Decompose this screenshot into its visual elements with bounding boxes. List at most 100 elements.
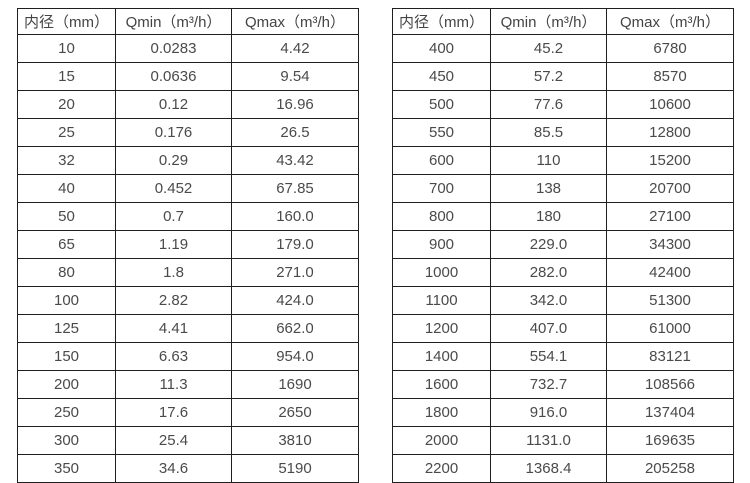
table-row: 600 110 15200 [392, 146, 734, 175]
table-row: 1400 554.1 83121 [392, 342, 734, 371]
table-cell: 0.7 [115, 202, 232, 231]
table-cell: 1690 [231, 370, 359, 399]
table-cell: 2200 [392, 454, 491, 483]
table-cell: 85.5 [490, 118, 607, 147]
table-cell: 1131.0 [490, 426, 607, 455]
table-cell: 43.42 [231, 146, 359, 175]
table-cell: 26.5 [231, 118, 359, 147]
table-cell: 12800 [606, 118, 734, 147]
table-cell: 3810 [231, 426, 359, 455]
table-cell: 9.54 [231, 62, 359, 91]
table-cell: 2000 [392, 426, 491, 455]
table-cell: 450 [392, 62, 491, 91]
table-cell: 15200 [606, 146, 734, 175]
table-cell: 0.29 [115, 146, 232, 175]
table-cell: 800 [392, 202, 491, 231]
table-row: 65 1.19 179.0 [17, 230, 359, 259]
table-cell: 80 [17, 258, 116, 287]
table-cell: 1600 [392, 370, 491, 399]
table-cell: 2.82 [115, 286, 232, 315]
table-cell: 554.1 [490, 342, 607, 371]
table-cell: 1100 [392, 286, 491, 315]
table-cell: 42400 [606, 258, 734, 287]
table-cell: 424.0 [231, 286, 359, 315]
column-header: Qmax（m³/h） [606, 8, 734, 35]
table-cell: 1000 [392, 258, 491, 287]
header-row: 内径（mm） Qmin（m³/h） Qmax（m³/h） [392, 8, 734, 35]
table-cell: 6780 [606, 34, 734, 63]
table-row: 450 57.2 8570 [392, 62, 734, 91]
table-cell: 179.0 [231, 230, 359, 259]
table-cell: 0.0283 [115, 34, 232, 63]
table-cell: 732.7 [490, 370, 607, 399]
table-cell: 108566 [606, 370, 734, 399]
table-cell: 61000 [606, 314, 734, 343]
table-cell: 169635 [606, 426, 734, 455]
table-cell: 5190 [231, 454, 359, 483]
table-cell: 138 [490, 174, 607, 203]
table-row: 200 11.3 1690 [17, 370, 359, 399]
table-row: 150 6.63 954.0 [17, 342, 359, 371]
column-header: Qmin（m³/h） [115, 8, 232, 35]
table-cell: 600 [392, 146, 491, 175]
flow-table-large-diameters: 内径（mm） Qmin（m³/h） Qmax（m³/h） 400 45.2 6780 45… [392, 8, 734, 483]
table-cell: 1400 [392, 342, 491, 371]
table-cell: 0.176 [115, 118, 232, 147]
table-row: 2200 1368.4 205258 [392, 454, 734, 483]
table-cell: 65 [17, 230, 116, 259]
table-cell: 57.2 [490, 62, 607, 91]
flow-table-small-diameters: 内径（mm） Qmin（m³/h） Qmax（m³/h） 10 0.0283 4.42 1… [17, 8, 359, 483]
table-cell: 11.3 [115, 370, 232, 399]
table-row: 2000 1131.0 169635 [392, 426, 734, 455]
table-row: 550 85.5 12800 [392, 118, 734, 147]
column-header: Qmax（m³/h） [231, 8, 359, 35]
table-cell: 160.0 [231, 202, 359, 231]
table-cell: 200 [17, 370, 116, 399]
table-row: 900 229.0 34300 [392, 230, 734, 259]
table-cell: 916.0 [490, 398, 607, 427]
table-cell: 0.452 [115, 174, 232, 203]
table-cell: 700 [392, 174, 491, 203]
table-cell: 282.0 [490, 258, 607, 287]
column-header: 内径（mm） [17, 8, 116, 35]
table-row: 800 180 27100 [392, 202, 734, 231]
table-row: 250 17.6 2650 [17, 398, 359, 427]
table-cell: 954.0 [231, 342, 359, 371]
table-row: 20 0.12 16.96 [17, 90, 359, 119]
table-cell: 150 [17, 342, 116, 371]
table-cell: 1200 [392, 314, 491, 343]
table-row: 400 45.2 6780 [392, 34, 734, 63]
column-header: Qmin（m³/h） [490, 8, 607, 35]
table-cell: 125 [17, 314, 116, 343]
table-row: 100 2.82 424.0 [17, 286, 359, 315]
table-cell: 4.42 [231, 34, 359, 63]
table-cell: 50 [17, 202, 116, 231]
table-cell: 17.6 [115, 398, 232, 427]
table-cell: 40 [17, 174, 116, 203]
table-cell: 20 [17, 90, 116, 119]
table-cell: 27100 [606, 202, 734, 231]
table-cell: 32 [17, 146, 116, 175]
table-cell: 500 [392, 90, 491, 119]
table-cell: 34.6 [115, 454, 232, 483]
table-cell: 662.0 [231, 314, 359, 343]
table-cell: 10 [17, 34, 116, 63]
header-row: 内径（mm） Qmin（m³/h） Qmax（m³/h） [17, 8, 359, 35]
table-cell: 400 [392, 34, 491, 63]
table-cell: 83121 [606, 342, 734, 371]
table-cell: 1.8 [115, 258, 232, 287]
table-body: 10 0.0283 4.42 15 0.0636 9.54 20 0.12 16.96 25 0.1… [17, 34, 359, 483]
table-cell: 16.96 [231, 90, 359, 119]
table-cell: 250 [17, 398, 116, 427]
table-row: 1800 916.0 137404 [392, 398, 734, 427]
table-row: 50 0.7 160.0 [17, 202, 359, 231]
table-cell: 205258 [606, 454, 734, 483]
table-cell: 15 [17, 62, 116, 91]
table-cell: 300 [17, 426, 116, 455]
table-cell: 110 [490, 146, 607, 175]
table-cell: 20700 [606, 174, 734, 203]
table-cell: 25 [17, 118, 116, 147]
table-row: 10 0.0283 4.42 [17, 34, 359, 63]
table-cell: 45.2 [490, 34, 607, 63]
table-row: 32 0.29 43.42 [17, 146, 359, 175]
